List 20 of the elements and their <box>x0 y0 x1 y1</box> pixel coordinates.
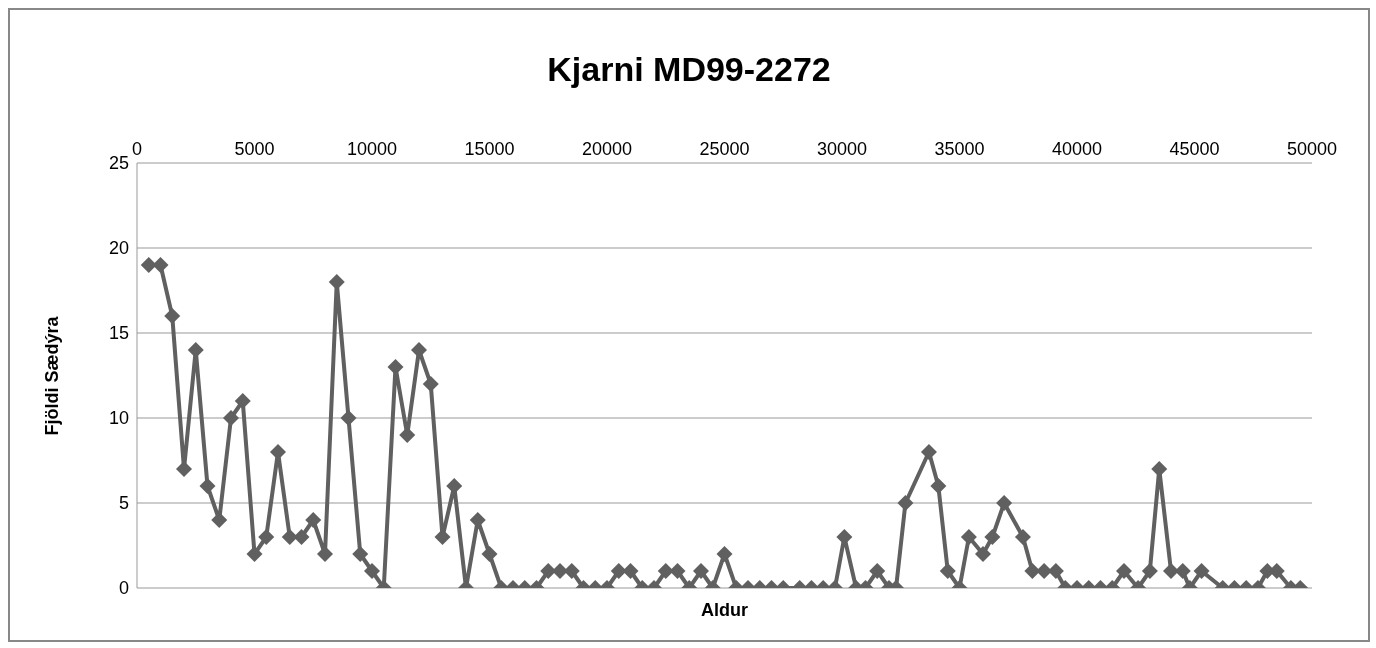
x-tick-label: 30000 <box>816 139 868 159</box>
x-tick-label: 0 <box>131 139 143 159</box>
x-axis-title: Aldur <box>700 600 749 621</box>
x-tick-label: 35000 <box>934 139 985 159</box>
chart-title: Kjarni MD99-2272 <box>546 50 832 89</box>
x-tick-label: 15000 <box>464 139 515 159</box>
y-axis-title: Fjöldi Sædýra <box>42 315 63 436</box>
x-tick-label: 20000 <box>581 139 633 159</box>
y-tick-label: 20 <box>108 238 129 259</box>
x-tick-label: 40000 <box>1051 139 1103 159</box>
x-tick-label: 25000 <box>699 139 750 159</box>
y-tick-label: 0 <box>118 578 129 599</box>
x-tick-label: 45000 <box>1169 139 1220 159</box>
y-tick-label: 25 <box>108 153 129 174</box>
y-tick-label: 10 <box>108 408 129 429</box>
x-tick-label: 10000 <box>346 139 398 159</box>
y-tick-label: 15 <box>108 323 129 344</box>
y-tick-label: 5 <box>118 493 129 514</box>
x-tick-label: 5000 <box>234 139 275 159</box>
x-tick-label: 50000 <box>1286 139 1338 159</box>
